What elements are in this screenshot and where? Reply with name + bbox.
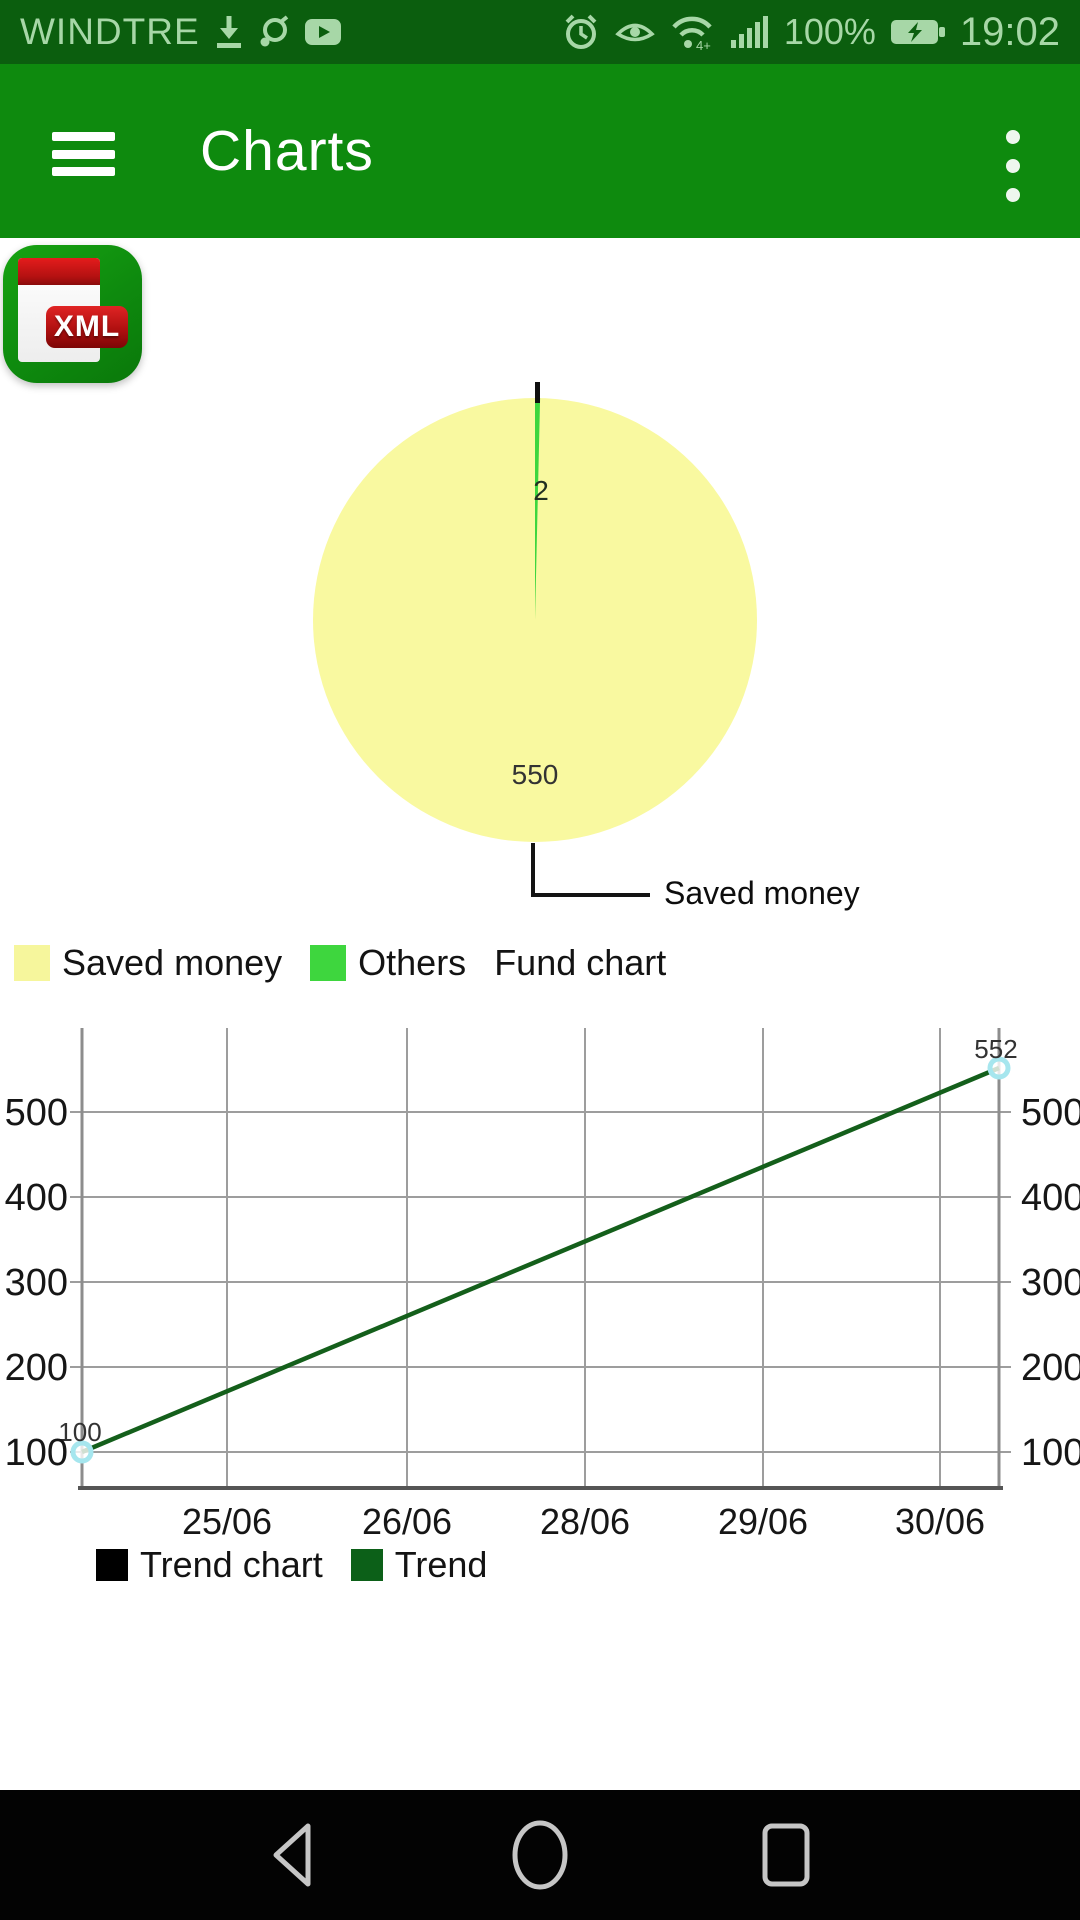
- hamburger-menu-button[interactable]: [52, 132, 115, 176]
- battery-percent-label: 100%: [783, 11, 876, 52]
- x-tick: 26/06: [362, 1501, 452, 1542]
- pie-chart-description: Fund chart: [494, 942, 667, 983]
- y-tick-left: 100: [5, 1432, 68, 1474]
- sync-icon: [260, 15, 288, 47]
- pie-value-saved-money: 550: [512, 759, 559, 790]
- pie-callout-label: Saved money: [664, 875, 860, 911]
- trend-line-chart[interactable]: 100 552 500 400 300 200 100 500 400 300 …: [0, 1020, 1080, 1600]
- recents-button[interactable]: [754, 1819, 818, 1891]
- y-tick-left: 500: [5, 1092, 68, 1134]
- wifi-badge: 4+: [696, 38, 711, 51]
- pie-callout-line: [531, 843, 650, 897]
- carrier-label: WINDTRE: [20, 11, 200, 52]
- y-tick-labels-right: 500 400 300 200 100: [1021, 1092, 1080, 1474]
- legend-swatch-trend-chart: [96, 1549, 128, 1581]
- y-tick-right: 500: [1021, 1092, 1080, 1134]
- legend-label-trend-chart: Trend chart: [140, 1544, 323, 1585]
- status-bar: WINDTRE: [0, 0, 1080, 64]
- page-title: Charts: [200, 119, 374, 183]
- x-tick: 30/06: [895, 1501, 985, 1542]
- signal-icon: [730, 16, 768, 48]
- pie-legend: Saved money Others Fund chart: [14, 942, 666, 984]
- x-tick-labels: 25/06 26/06 28/06 29/06 30/06: [182, 1501, 985, 1542]
- xml-export-button[interactable]: XML: [3, 245, 142, 383]
- legend-swatch-trend: [350, 1549, 383, 1581]
- alarm-icon: [565, 14, 597, 49]
- y-tick-right: 200: [1021, 1347, 1080, 1389]
- hamburger-bar: [52, 149, 115, 159]
- data-point-end[interactable]: [987, 1056, 1011, 1080]
- vertical-gridlines: [226, 1028, 941, 1488]
- youtube-icon: [304, 19, 341, 45]
- back-button[interactable]: [262, 1819, 326, 1891]
- overflow-menu-button[interactable]: [1004, 130, 1022, 202]
- eye-comfort-icon: [615, 23, 655, 42]
- y-tick-left: 300: [5, 1262, 68, 1304]
- hamburger-bar: [52, 132, 115, 141]
- download-icon: [216, 16, 241, 48]
- home-button[interactable]: [508, 1819, 572, 1891]
- status-bar-right: 4+ 100% 19:02: [562, 10, 1060, 55]
- legend-swatch-saved-money: [14, 945, 50, 981]
- y-tick-right: 400: [1021, 1177, 1080, 1219]
- y-tick-right: 300: [1021, 1262, 1080, 1304]
- y-tick-labels-left: 500 400 300 200 100: [5, 1092, 68, 1474]
- app-bar: Charts: [0, 64, 1080, 238]
- xml-badge-label: XML: [46, 306, 128, 348]
- back-icon: [273, 1823, 311, 1887]
- legend-swatch-others: [310, 945, 347, 981]
- pie-value-others: 2: [533, 475, 549, 506]
- overflow-dot: [1006, 188, 1020, 202]
- fund-pie-chart[interactable]: 2 550 Saved money: [0, 360, 1080, 920]
- legend-label-saved-money: Saved money: [62, 942, 283, 983]
- y-tick-right: 100: [1021, 1432, 1080, 1474]
- trend-line: [81, 1065, 1000, 1455]
- point-label-start: 100: [58, 1417, 101, 1447]
- pie-slice-others[interactable]: [535, 398, 541, 620]
- data-point-start[interactable]: [70, 1440, 94, 1464]
- point-label-end: 552: [974, 1034, 1017, 1064]
- legend-label-trend: Trend: [394, 1544, 488, 1585]
- horizontal-gridlines: [70, 1111, 1011, 1453]
- x-tick: 29/06: [718, 1501, 808, 1542]
- clock-label: 19:02: [959, 9, 1060, 54]
- recents-icon: [762, 1823, 810, 1887]
- trend-legend: Trend chart Trend: [96, 1544, 487, 1586]
- overflow-dot: [1006, 130, 1020, 144]
- x-tick: 25/06: [182, 1501, 272, 1542]
- y-tick-left: 200: [5, 1347, 68, 1389]
- wifi-icon: 4+: [672, 16, 712, 51]
- battery-charging-icon: [890, 20, 945, 44]
- navigation-bar: [0, 1790, 1080, 1920]
- home-icon: [512, 1820, 568, 1890]
- legend-label-others: Others: [358, 942, 467, 983]
- status-bar-left: WINDTRE: [20, 11, 342, 53]
- overflow-dot: [1006, 159, 1020, 173]
- x-tick: 28/06: [540, 1501, 630, 1542]
- hamburger-bar: [52, 167, 115, 176]
- y-tick-left: 400: [5, 1177, 68, 1219]
- xml-document-header: [18, 258, 100, 285]
